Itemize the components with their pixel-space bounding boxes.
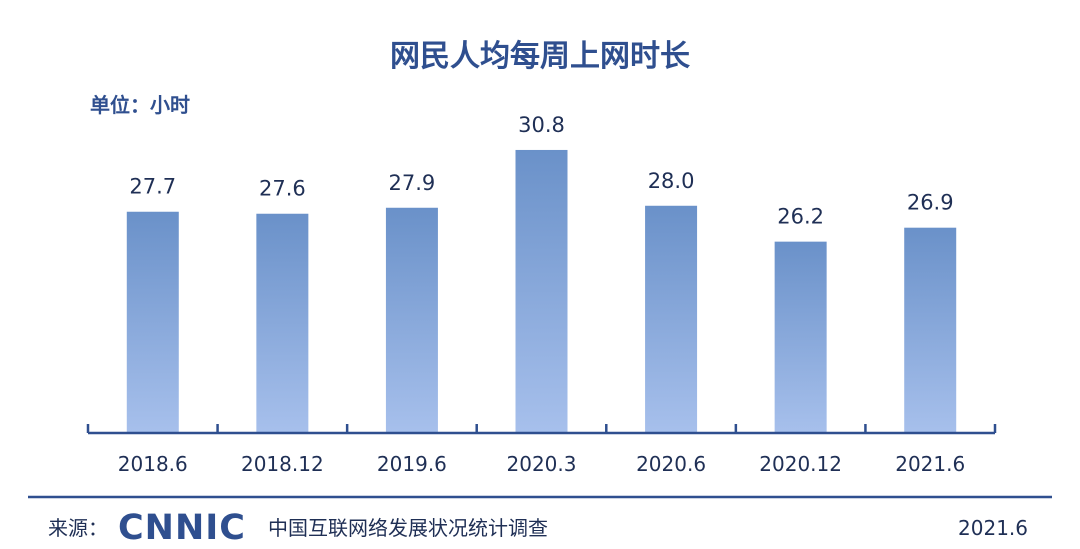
footer-date: 2021.6: [958, 516, 1028, 540]
bar-2020.12: [774, 241, 827, 433]
x-tick-label-2021.6: 2021.6: [895, 452, 965, 476]
x-tick-label-2020.12: 2020.12: [759, 452, 842, 476]
bar-2020.3: [515, 149, 568, 434]
bar-2018.6: [126, 211, 179, 433]
tick-labels-group: 2018.6 2018.12 2019.6 2020.3 2020.6 2020.12 20…: [118, 452, 965, 476]
bars-group: [126, 149, 957, 434]
chart-title: 网民人均每周上网时长: [390, 39, 690, 74]
x-tick-label-2018.12: 2018.12: [241, 452, 324, 476]
x-tick-label-2020.3: 2020.3: [507, 452, 577, 476]
value-label-2018.12: 27.6: [259, 177, 306, 201]
value-label-2019.6: 27.9: [389, 171, 436, 195]
bar-2019.6: [385, 207, 438, 433]
value-label-2020.12: 26.2: [777, 205, 824, 229]
value-label-2018.6: 27.7: [129, 175, 176, 199]
axis-ticks-group: [86, 424, 997, 433]
x-tick-label-2018.6: 2018.6: [118, 452, 188, 476]
x-tick-label-2019.6: 2019.6: [377, 452, 447, 476]
cnnic-logo: CNNIC: [118, 508, 246, 548]
source-label: 来源：: [48, 516, 108, 540]
bar-2021.6: [904, 227, 957, 433]
bar-2018.12: [256, 213, 309, 433]
bar-2020.6: [645, 205, 698, 433]
unit-label: 单位：小时: [90, 93, 190, 117]
x-tick-label-2020.6: 2020.6: [636, 452, 706, 476]
survey-name: 中国互联网络发展状况统计调查: [268, 516, 548, 540]
value-label-2021.6: 26.9: [907, 191, 954, 215]
value-labels-group: 27.7 27.6 27.9 30.8 28.0 26.2 26.9: [129, 113, 953, 229]
value-label-2020.3: 30.8: [518, 113, 565, 137]
value-label-2020.6: 28.0: [648, 169, 695, 193]
